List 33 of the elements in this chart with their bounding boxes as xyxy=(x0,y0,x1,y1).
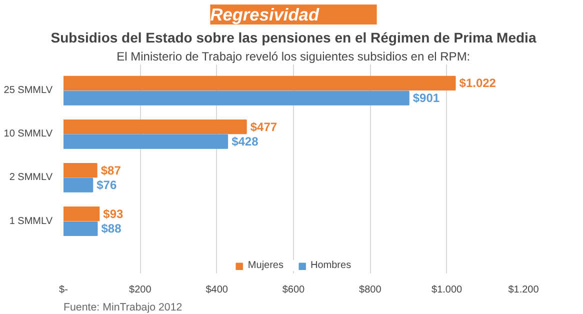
chart-subtitle: Subsidios del Estado sobre las pensiones en el Régimen de Prima Media xyxy=(50,30,536,46)
data-label: $93 xyxy=(103,206,124,221)
data-label: $88 xyxy=(101,222,122,236)
text: El Ministerio de Trabajo reveló los siguientes subsidios en el RPM: xyxy=(116,50,470,64)
data-label: $477 xyxy=(250,120,278,134)
y-tick-label: 10 SMMLV xyxy=(4,128,53,140)
y-tick-label: 2 SMMLV xyxy=(9,172,53,184)
bar xyxy=(64,76,456,91)
bar xyxy=(64,206,100,222)
x-tick-label: $- xyxy=(59,284,68,296)
bar xyxy=(64,134,228,149)
x-tick-label: $1.200 xyxy=(508,284,540,296)
data-label: $76 xyxy=(96,178,117,192)
bar xyxy=(64,178,94,192)
x-tick-label: $600 xyxy=(282,284,306,296)
data-label: $901 xyxy=(412,91,440,106)
x-tick-label: $1.000 xyxy=(432,284,463,296)
y-tick-label: 25 SMMLV xyxy=(4,85,53,96)
data-label: $428 xyxy=(232,134,259,149)
data-label: $87 xyxy=(100,163,122,178)
x-tick-label: $800 xyxy=(359,284,382,296)
y-tick-label: 1 SMMLV xyxy=(9,216,53,227)
bar xyxy=(64,90,410,106)
chart-title: Regresividad xyxy=(210,4,320,24)
x-tick-label: $200 xyxy=(129,284,152,296)
source-note: Fuente: MinTrabajo 2012 xyxy=(64,302,182,314)
bar xyxy=(64,162,98,178)
data-label: $1.022 xyxy=(459,76,496,90)
x-tick-label: $400 xyxy=(206,284,228,296)
bar xyxy=(64,119,247,134)
legend-label: Mujeres xyxy=(248,260,284,271)
legend-label: Hombres xyxy=(310,260,352,271)
bar xyxy=(64,221,98,236)
